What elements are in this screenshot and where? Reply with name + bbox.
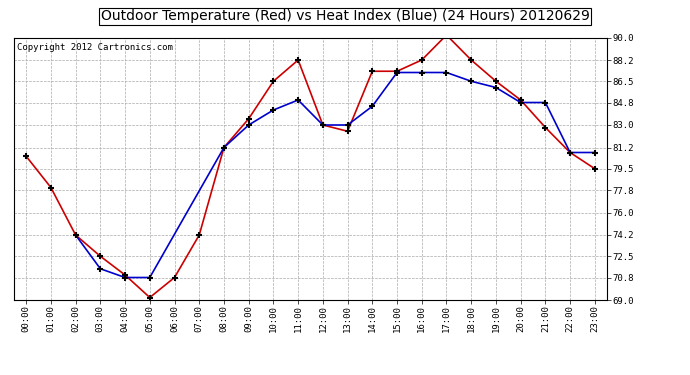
Text: Copyright 2012 Cartronics.com: Copyright 2012 Cartronics.com: [17, 43, 172, 52]
Text: Outdoor Temperature (Red) vs Heat Index (Blue) (24 Hours) 20120629: Outdoor Temperature (Red) vs Heat Index …: [101, 9, 589, 23]
